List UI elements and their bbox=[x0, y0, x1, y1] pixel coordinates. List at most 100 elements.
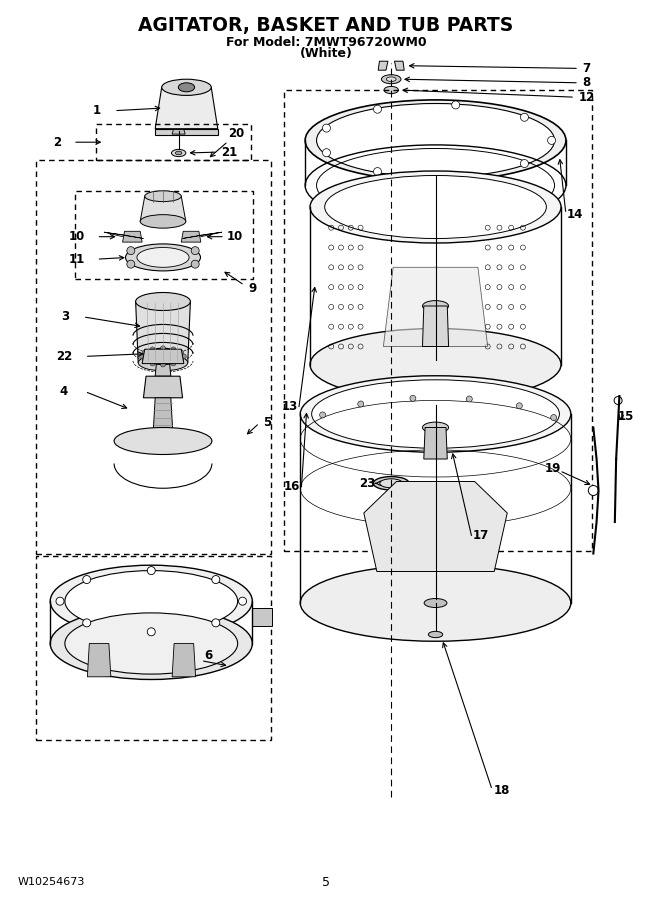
Text: 9: 9 bbox=[249, 282, 257, 294]
Text: W10254673: W10254673 bbox=[18, 877, 85, 887]
Text: 19: 19 bbox=[544, 462, 561, 474]
Ellipse shape bbox=[171, 149, 186, 157]
Polygon shape bbox=[172, 644, 196, 677]
Polygon shape bbox=[422, 306, 449, 346]
Polygon shape bbox=[155, 129, 218, 135]
Circle shape bbox=[374, 167, 381, 176]
Ellipse shape bbox=[373, 477, 409, 490]
Text: 14: 14 bbox=[567, 208, 584, 220]
Text: 23: 23 bbox=[359, 477, 375, 490]
Ellipse shape bbox=[381, 75, 401, 84]
Text: 21: 21 bbox=[222, 146, 237, 158]
Text: 6: 6 bbox=[205, 649, 213, 662]
Polygon shape bbox=[378, 61, 388, 70]
Text: 2: 2 bbox=[53, 136, 61, 149]
Circle shape bbox=[466, 396, 472, 402]
Polygon shape bbox=[136, 302, 190, 363]
Circle shape bbox=[147, 628, 155, 635]
Text: 8: 8 bbox=[583, 76, 591, 89]
Circle shape bbox=[191, 247, 199, 255]
Circle shape bbox=[358, 401, 364, 407]
Ellipse shape bbox=[50, 608, 252, 680]
Circle shape bbox=[140, 354, 145, 359]
Ellipse shape bbox=[136, 292, 190, 310]
Text: (White): (White) bbox=[299, 47, 353, 59]
Text: 15: 15 bbox=[617, 410, 634, 423]
Ellipse shape bbox=[422, 301, 449, 311]
Text: 18: 18 bbox=[494, 784, 511, 796]
Circle shape bbox=[179, 350, 184, 355]
Text: 11: 11 bbox=[69, 253, 85, 266]
Text: For Model: 7MWT96720WM0: For Model: 7MWT96720WM0 bbox=[226, 35, 426, 49]
Circle shape bbox=[142, 350, 147, 355]
Circle shape bbox=[323, 148, 331, 157]
Ellipse shape bbox=[305, 100, 566, 181]
Text: 10: 10 bbox=[227, 230, 243, 243]
Ellipse shape bbox=[379, 479, 403, 488]
Circle shape bbox=[160, 362, 166, 367]
Ellipse shape bbox=[138, 355, 188, 371]
Circle shape bbox=[171, 346, 176, 352]
Circle shape bbox=[520, 159, 528, 167]
Ellipse shape bbox=[312, 380, 559, 448]
Circle shape bbox=[410, 395, 416, 401]
Polygon shape bbox=[394, 61, 404, 70]
Circle shape bbox=[588, 485, 599, 496]
Text: AGITATOR, BASKET AND TUB PARTS: AGITATOR, BASKET AND TUB PARTS bbox=[138, 16, 514, 35]
Circle shape bbox=[239, 598, 246, 605]
Ellipse shape bbox=[114, 428, 212, 454]
Ellipse shape bbox=[300, 565, 571, 641]
Text: 17: 17 bbox=[473, 529, 489, 542]
Polygon shape bbox=[114, 432, 212, 441]
Text: 1: 1 bbox=[93, 104, 100, 117]
Ellipse shape bbox=[162, 79, 211, 95]
Polygon shape bbox=[181, 231, 201, 242]
Text: 20: 20 bbox=[229, 127, 244, 140]
Ellipse shape bbox=[422, 422, 449, 433]
Circle shape bbox=[551, 415, 557, 420]
Ellipse shape bbox=[65, 571, 237, 632]
Polygon shape bbox=[155, 363, 171, 376]
Circle shape bbox=[548, 137, 556, 144]
Text: 7: 7 bbox=[583, 62, 591, 75]
Circle shape bbox=[150, 361, 155, 366]
Polygon shape bbox=[252, 608, 272, 625]
Circle shape bbox=[56, 598, 64, 605]
Circle shape bbox=[127, 247, 135, 255]
Ellipse shape bbox=[317, 104, 554, 177]
Circle shape bbox=[614, 397, 622, 404]
Ellipse shape bbox=[65, 613, 237, 674]
Circle shape bbox=[127, 260, 135, 268]
Polygon shape bbox=[123, 231, 142, 242]
Polygon shape bbox=[143, 376, 183, 398]
Circle shape bbox=[520, 113, 528, 122]
Ellipse shape bbox=[310, 328, 561, 400]
Circle shape bbox=[142, 358, 147, 363]
Ellipse shape bbox=[384, 86, 398, 94]
Ellipse shape bbox=[145, 191, 181, 202]
Text: 5: 5 bbox=[322, 876, 330, 888]
Text: 13: 13 bbox=[282, 400, 298, 413]
Circle shape bbox=[374, 105, 381, 113]
Circle shape bbox=[319, 412, 325, 418]
Polygon shape bbox=[140, 196, 186, 221]
Ellipse shape bbox=[300, 376, 571, 452]
Polygon shape bbox=[424, 428, 447, 459]
Circle shape bbox=[83, 619, 91, 626]
Ellipse shape bbox=[125, 244, 201, 271]
Text: 5: 5 bbox=[263, 417, 271, 429]
Polygon shape bbox=[383, 267, 488, 346]
Circle shape bbox=[179, 358, 184, 363]
Ellipse shape bbox=[428, 632, 443, 637]
Circle shape bbox=[452, 101, 460, 109]
Ellipse shape bbox=[325, 176, 546, 238]
Circle shape bbox=[181, 354, 186, 359]
Circle shape bbox=[452, 172, 460, 180]
Text: 12: 12 bbox=[579, 91, 595, 104]
Circle shape bbox=[191, 260, 199, 268]
Polygon shape bbox=[87, 644, 111, 677]
Circle shape bbox=[150, 346, 155, 352]
Circle shape bbox=[83, 576, 91, 583]
Ellipse shape bbox=[137, 248, 189, 267]
Ellipse shape bbox=[310, 171, 561, 243]
